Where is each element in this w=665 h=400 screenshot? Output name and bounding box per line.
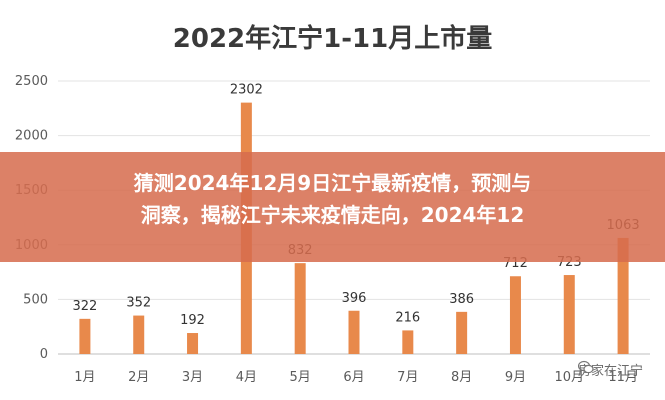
data-label: 192 bbox=[180, 313, 205, 328]
y-tick-label: 2500 bbox=[15, 74, 48, 89]
data-label: 352 bbox=[126, 296, 151, 311]
data-label: 386 bbox=[449, 292, 474, 307]
x-tick-label: 10月 bbox=[554, 370, 584, 385]
x-tick-label: 8月 bbox=[451, 370, 472, 385]
headline-banner[interactable]: 猜测2024年12月9日江宁最新疫情，预测与 洞察，揭秘江宁未来疫情走向，202… bbox=[0, 152, 665, 262]
watermark: 房家在江宁 bbox=[577, 360, 643, 379]
bar bbox=[456, 311, 468, 354]
bar bbox=[402, 330, 414, 354]
x-tick-label: 11月 bbox=[608, 370, 638, 385]
bar bbox=[187, 333, 199, 354]
headline-line-2: 洞察，揭秘江宁未来疫情走向，2024年12 bbox=[140, 203, 525, 227]
bar bbox=[617, 237, 629, 354]
x-tick-label: 2月 bbox=[128, 370, 149, 385]
x-tick-label: 4月 bbox=[236, 370, 257, 385]
data-label: 2302 bbox=[230, 83, 263, 98]
headline-line-1: 猜测2024年12月9日江宁最新疫情，预测与 bbox=[133, 171, 532, 195]
data-label: 322 bbox=[72, 299, 97, 314]
x-tick-label: 6月 bbox=[343, 370, 364, 385]
x-tick-label: 1月 bbox=[74, 370, 95, 385]
watermark-text: 房家在江宁 bbox=[577, 364, 643, 379]
headline-text: 猜测2024年12月9日江宁最新疫情，预测与 洞察，揭秘江宁未来疫情走向，202… bbox=[0, 167, 665, 231]
bar bbox=[79, 318, 91, 354]
bar bbox=[563, 275, 575, 354]
x-tick-label: 5月 bbox=[290, 370, 311, 385]
data-label: 216 bbox=[395, 310, 420, 325]
bar bbox=[294, 263, 306, 354]
x-tick-label: 7月 bbox=[397, 370, 418, 385]
y-tick-label: 2000 bbox=[15, 129, 48, 144]
wechat-icon bbox=[577, 360, 594, 374]
bar bbox=[348, 310, 360, 354]
y-tick-label: 500 bbox=[23, 292, 48, 307]
x-tick-label: 3月 bbox=[182, 370, 203, 385]
bar bbox=[133, 315, 145, 354]
bar bbox=[509, 276, 521, 354]
data-label: 396 bbox=[342, 291, 367, 306]
y-tick-label: 0 bbox=[40, 347, 48, 362]
x-tick-label: 9月 bbox=[505, 370, 526, 385]
chart-title: 2022年江宁1-11月上市量 bbox=[172, 24, 493, 54]
